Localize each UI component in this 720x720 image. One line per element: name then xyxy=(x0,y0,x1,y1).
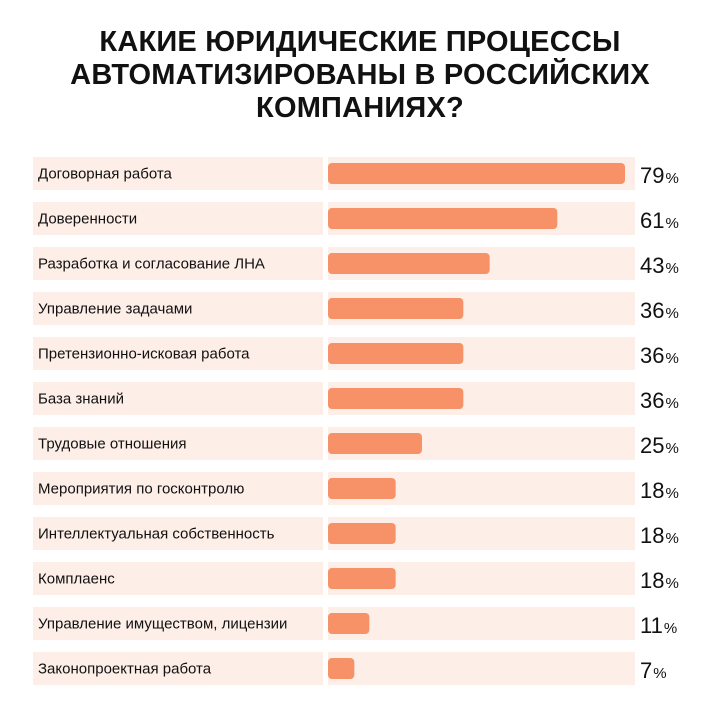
bar xyxy=(328,343,464,364)
value-label: 36% xyxy=(640,343,679,368)
bar-row: Мероприятия по госконтролю 18% xyxy=(33,472,679,505)
value-label: 18% xyxy=(640,568,679,593)
category-label-background xyxy=(33,157,323,190)
value-label: 25% xyxy=(640,433,679,458)
category-label-background xyxy=(33,202,323,235)
category-label: Договорная работа xyxy=(38,166,173,183)
value-label: 36% xyxy=(640,298,679,323)
category-label: Претензионно-исковая работа xyxy=(38,346,250,363)
category-label-background xyxy=(33,247,323,280)
bar-row: Комплаенс 18% xyxy=(33,562,679,595)
bar-row: Разработка и согласование ЛНА 43% xyxy=(33,247,679,280)
category-label: Комплаенс xyxy=(38,571,115,588)
category-label: Разработка и согласование ЛНА xyxy=(38,256,265,273)
bar xyxy=(328,253,490,274)
category-label-background xyxy=(33,427,323,460)
value-label: 7% xyxy=(640,658,667,683)
bar-row: Законопроектная работа 7% xyxy=(33,652,667,685)
value-label: 61% xyxy=(640,208,679,233)
category-label: Трудовые отношения xyxy=(38,436,187,453)
bar xyxy=(328,433,422,454)
bar-row: Интеллектуальная собственность 18% xyxy=(33,517,679,550)
bar xyxy=(328,613,370,634)
bar xyxy=(328,163,625,184)
bar-row: База знаний 36% xyxy=(33,382,679,415)
bar xyxy=(328,523,396,544)
category-label: Законопроектная работа xyxy=(38,661,212,678)
category-label: Доверенности xyxy=(38,211,137,228)
bar-row: Трудовые отношения 25% xyxy=(33,427,679,460)
value-label: 36% xyxy=(640,388,679,413)
category-label-background xyxy=(33,337,323,370)
category-label: Управление задачами xyxy=(38,301,192,318)
category-label: Интеллектуальная собственность xyxy=(38,526,275,543)
bar xyxy=(328,478,396,499)
chart-title: КАКИЕ ЮРИДИЧЕСКИЕ ПРОЦЕССЫ АВТОМАТИЗИРОВ… xyxy=(0,26,720,125)
bar-row: Управление задачами 36% xyxy=(33,292,679,325)
value-label: 11% xyxy=(640,613,677,638)
category-label-background xyxy=(33,382,323,415)
chart-title-line-2: АВТОМАТИЗИРОВАНЫ В РОССИЙСКИХ xyxy=(70,59,650,91)
bar-row: Управление имуществом, лицензии 11% xyxy=(33,607,677,640)
category-label-background xyxy=(33,292,323,325)
value-label: 18% xyxy=(640,523,679,548)
chart-title-line-3: КОМПАНИЯХ? xyxy=(256,92,464,124)
category-label-background xyxy=(33,562,323,595)
bar xyxy=(328,658,355,679)
bar xyxy=(328,208,558,229)
category-label: Мероприятия по госконтролю xyxy=(38,481,244,498)
bar xyxy=(328,388,464,409)
value-label: 43% xyxy=(640,253,679,278)
category-label-background xyxy=(33,517,323,550)
bar-row: Доверенности 61% xyxy=(33,202,679,235)
bar xyxy=(328,568,396,589)
value-label: 18% xyxy=(640,478,679,503)
bar-row: Претензионно-исковая работа 36% xyxy=(33,337,679,370)
bar xyxy=(328,298,464,319)
chart-title-line-1: КАКИЕ ЮРИДИЧЕСКИЕ ПРОЦЕССЫ xyxy=(99,26,621,58)
bar-track xyxy=(328,607,635,640)
category-label-background xyxy=(33,472,323,505)
category-label-background xyxy=(33,607,323,640)
category-label-background xyxy=(33,652,323,685)
bar-row: Договорная работа 79% xyxy=(33,157,679,190)
category-label: Управление имуществом, лицензии xyxy=(38,616,287,633)
category-label: База знаний xyxy=(38,391,124,408)
value-label: 79% xyxy=(640,163,679,188)
bar-track xyxy=(328,652,635,685)
